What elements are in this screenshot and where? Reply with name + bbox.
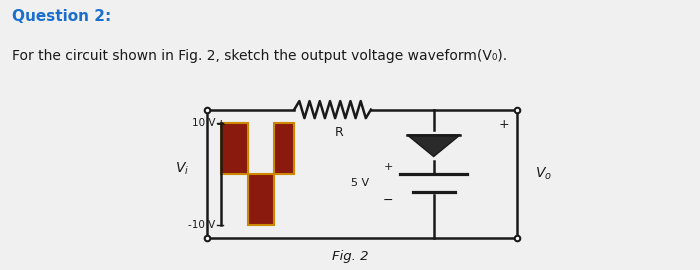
Bar	[274, 123, 294, 174]
Polygon shape	[407, 135, 460, 157]
Text: For the circuit shown in Fig. 2, sketch the output voltage waveform(V₀).: For the circuit shown in Fig. 2, sketch …	[12, 49, 507, 63]
Text: Fig. 2: Fig. 2	[332, 250, 368, 263]
Text: $V_i$: $V_i$	[176, 160, 190, 177]
Bar	[248, 174, 274, 225]
Text: Question 2:: Question 2:	[12, 9, 111, 24]
Text: 5 V: 5 V	[351, 178, 369, 188]
Text: +: +	[498, 118, 509, 131]
Text: 10 V: 10 V	[192, 118, 216, 128]
Text: +: +	[216, 118, 226, 131]
Text: −: −	[383, 194, 393, 207]
Bar	[221, 123, 248, 174]
Text: -10 V: -10 V	[188, 220, 216, 230]
Text: +: +	[384, 163, 393, 173]
Text: R: R	[335, 126, 344, 139]
Text: $V_o$: $V_o$	[535, 166, 552, 182]
